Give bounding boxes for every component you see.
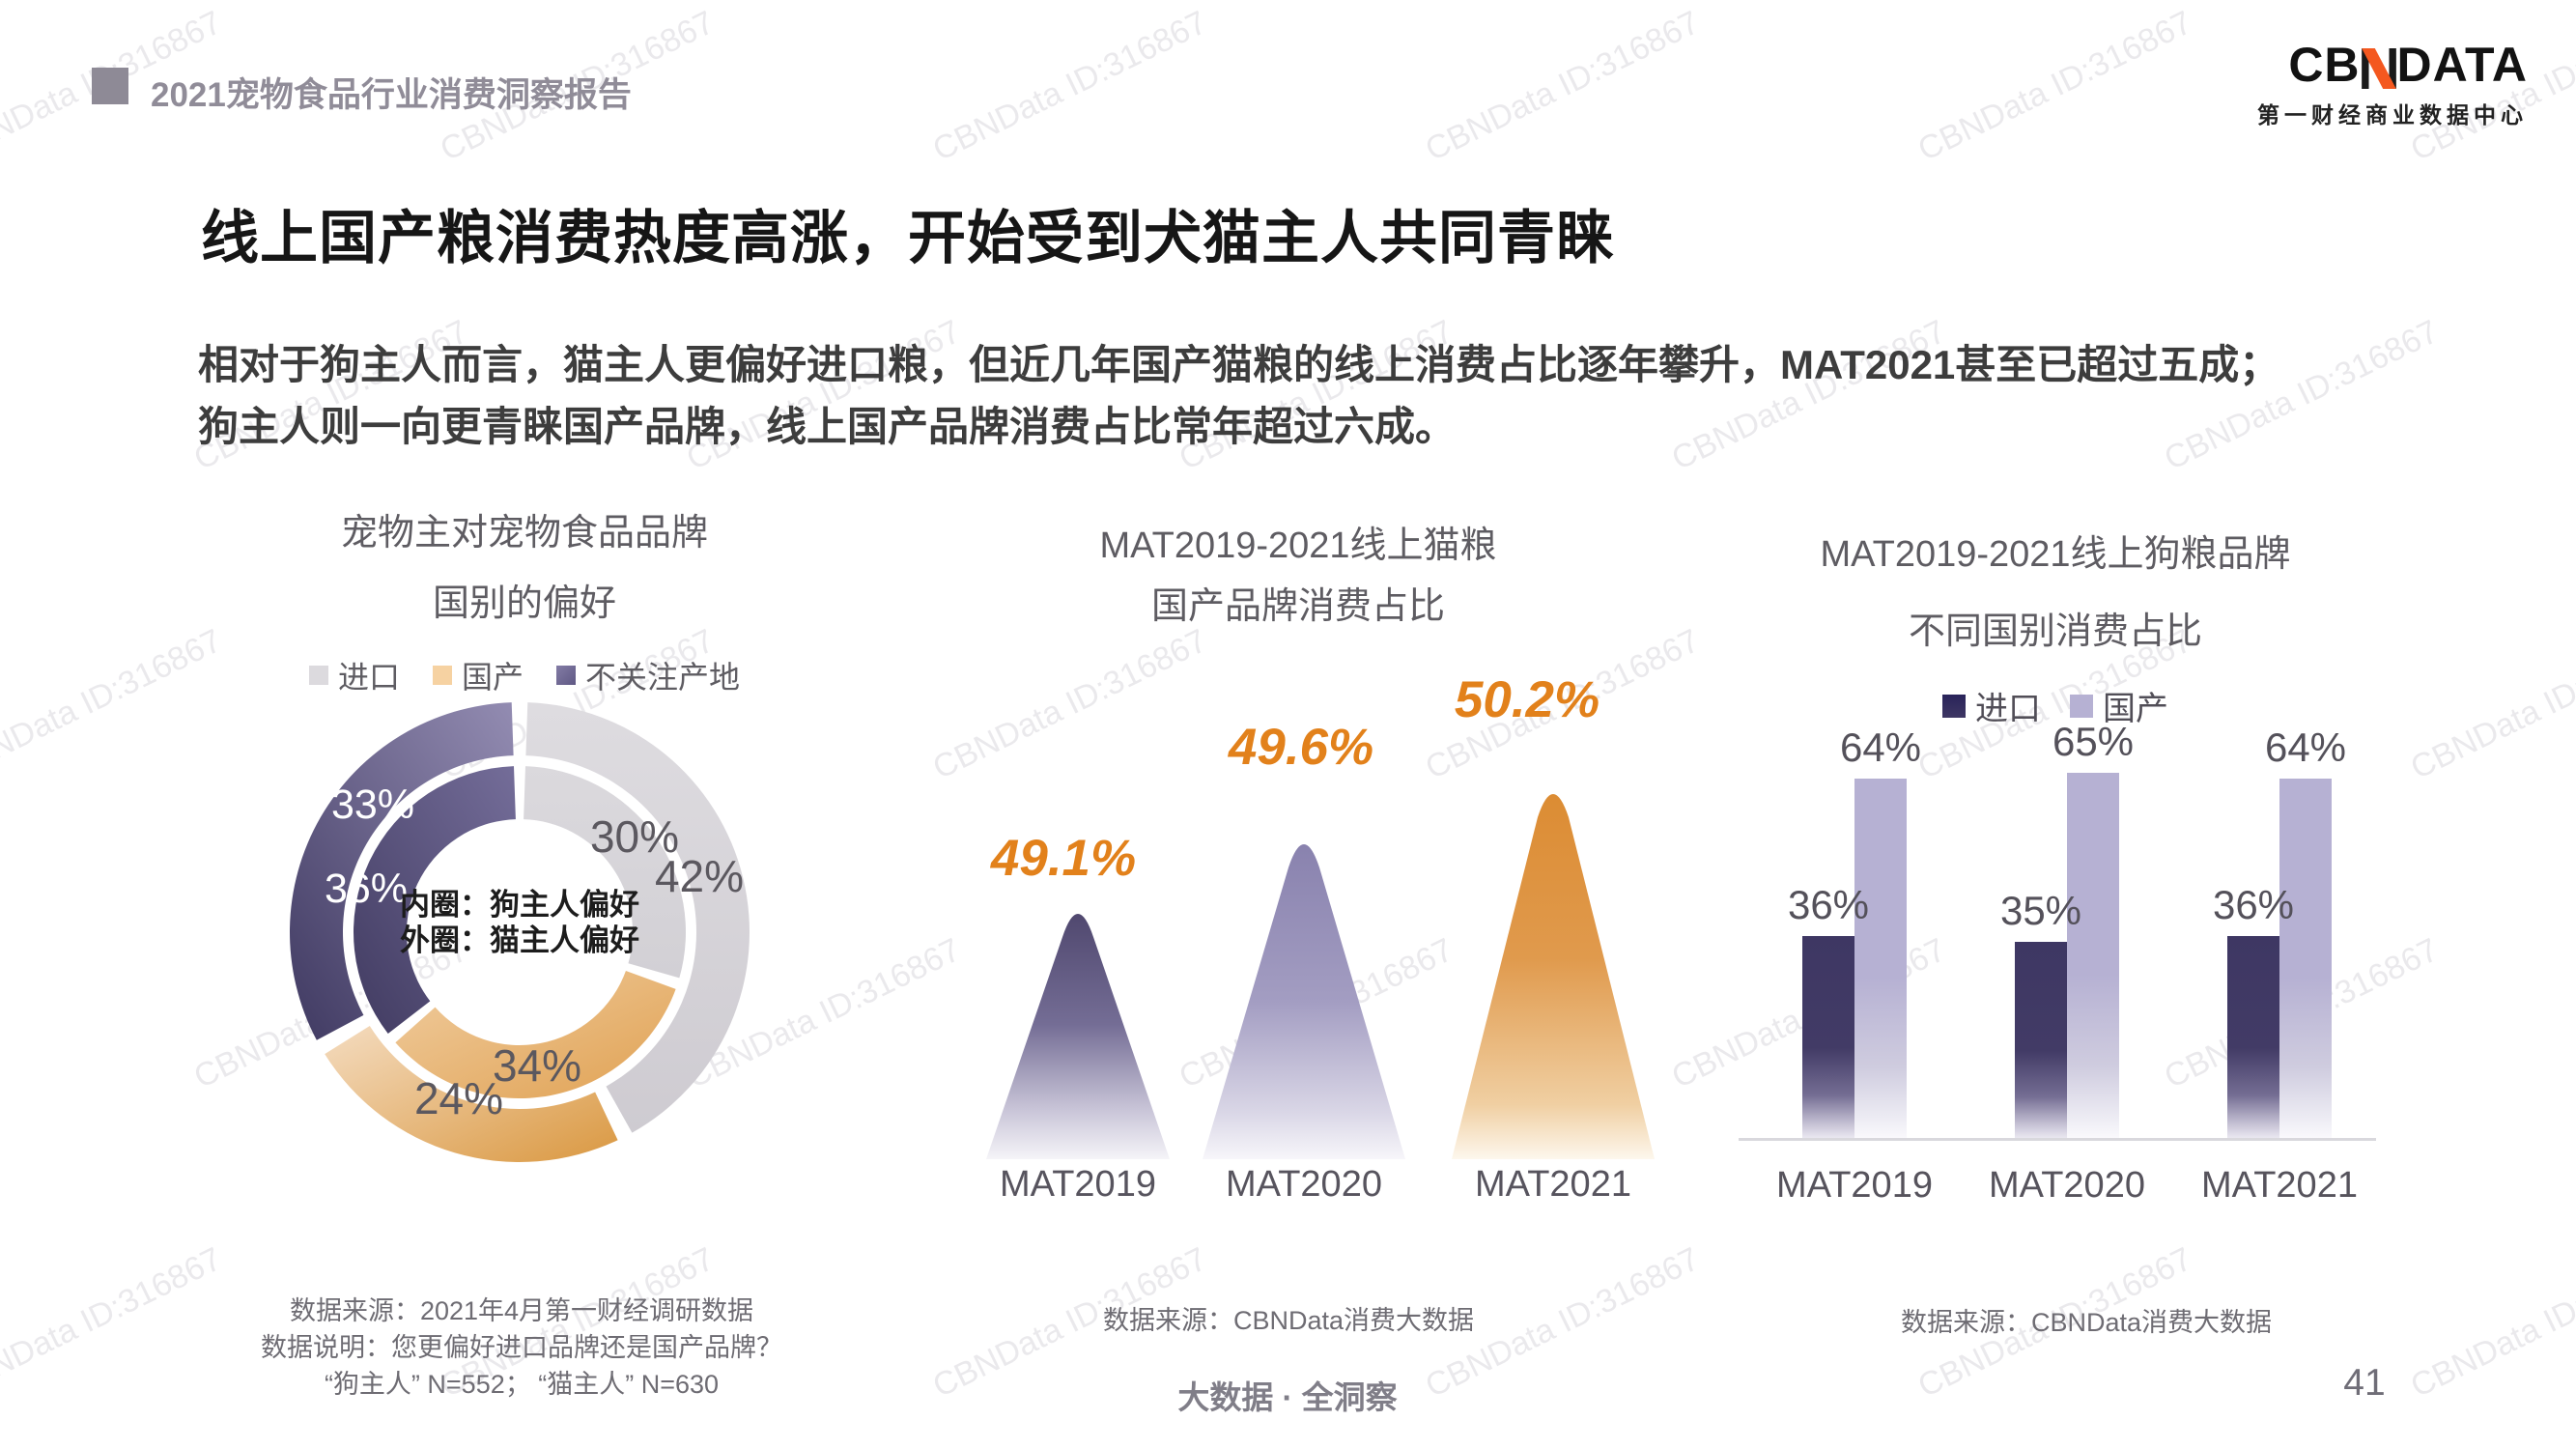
peak-shape-MAT2019: [986, 914, 1170, 1159]
peaks-chart-title-line2: 国产品牌消费占比: [1150, 586, 1445, 627]
bar-value-import: 36%: [1787, 882, 1870, 927]
legend-item-domestic: 国产: [2070, 682, 2168, 729]
peak-value-mat2021: 50.2%: [1454, 671, 1600, 728]
donut-segment-inner-国产: [395, 971, 676, 1098]
bar-import-MAT2020: [2015, 942, 2067, 1140]
bar-domestic-MAT2019: [1854, 779, 1907, 1140]
watermark-text: CBNData ID:316867: [2405, 622, 2576, 787]
bar-value-import: 36%: [2212, 882, 2295, 927]
legend-label-no-preference: 不关注产地: [585, 660, 741, 695]
bars-chart-title-line1: MAT2019-2021线上狗粮品牌: [1820, 534, 2291, 575]
watermark-text: CBNData ID:316867: [1912, 4, 2198, 169]
donut-percent-label: 24%: [414, 1073, 503, 1123]
donut-chart-title-line2: 国别的偏好: [432, 583, 616, 624]
logo-subtitle: 第一财经商业数据中心: [2257, 102, 2528, 128]
donut-segment-inner-进口: [524, 766, 686, 979]
bar-value-import: 35%: [1999, 888, 2082, 933]
legend-item-import: 进口: [1942, 682, 2041, 729]
page-number: 41: [2343, 1362, 2386, 1404]
legend-swatch-import: [308, 666, 328, 685]
bar-import-MAT2021: [2227, 936, 2279, 1140]
bars-legend: 进口 国产: [1785, 682, 2326, 729]
legend-item-domestic: 国产: [432, 653, 524, 697]
legend-label-domestic: 国产: [2103, 691, 2168, 727]
legend-label-domestic: 国产: [461, 660, 524, 695]
peaks-chart-source: 数据来源：CBNData消费大数据: [1102, 1306, 1475, 1335]
donut-legend: 进口 国产 不关注产地: [235, 653, 814, 697]
legend-swatch-domestic: [432, 666, 452, 685]
bars-baseline: [1739, 1138, 2376, 1141]
bar-import-MAT2019: [1802, 936, 1854, 1140]
peaks-chart: MAT2019 MAT2020 MAT2021: [947, 667, 1700, 1208]
legend-swatch-import: [1942, 694, 1966, 718]
peak-value-mat2020: 49.6%: [1228, 719, 1374, 776]
peaks-chart-title-line1: MAT2019-2021线上猫粮: [1099, 526, 1497, 566]
peak-value-mat2019: 49.1%: [990, 830, 1137, 887]
cbndata-logo-wordmark: CB DATA: [2257, 41, 2528, 89]
source-line: 数据说明：您更偏好进口品牌还是国产品牌？: [261, 1333, 782, 1362]
logo-text-data: DATA: [2396, 38, 2528, 92]
donut-chart-svg: 33% 36% 30%42% 34%24%: [289, 702, 750, 1162]
source-line: 数据来源：2021年4月第一财经调研数据: [289, 1296, 754, 1325]
watermark-text: CBNData ID:316867: [1420, 4, 1706, 169]
source-line: “狗主人” N=552； “猫主人” N=630: [324, 1370, 720, 1399]
peak-shape-MAT2021: [1452, 794, 1655, 1159]
donut-percent-label: 36%: [325, 866, 408, 912]
donut-center-note-line: 内圈：狗主人偏好: [400, 888, 639, 922]
watermark-text: CBNData ID:316867: [0, 622, 228, 787]
donut-center-note: 内圈：狗主人偏好 外圈：猫主人偏好: [375, 887, 665, 958]
legend-label-import: 进口: [337, 660, 400, 695]
bars-chart-source: 数据来源：CBNData消费大数据: [1900, 1308, 2273, 1337]
bars-chart: [1768, 724, 2386, 1140]
legend-item-no-preference: 不关注产地: [556, 653, 740, 697]
bar-domestic-MAT2020: [2067, 773, 2119, 1140]
donut-segment-outer-不关注产地: [289, 702, 514, 1040]
donut-center-note-line: 外圈：猫主人偏好: [400, 923, 639, 957]
cbndata-logo: CB DATA 第一财经商业数据中心: [2257, 41, 2528, 129]
bar-category-label: MAT2019: [1776, 1165, 1933, 1206]
legend-item-import: 进口: [308, 653, 400, 697]
bar-category-label: MAT2021: [2201, 1165, 2358, 1206]
logo-text-cb: CB: [2288, 38, 2361, 92]
bar-domestic-MAT2021: [2279, 779, 2332, 1140]
legend-swatch-no-preference: [556, 666, 576, 685]
bar-value-domestic: 64%: [1839, 724, 1922, 770]
donut-segment-inner-不关注产地: [354, 766, 516, 1034]
slide-body-line: 狗主人则一向更青睐国产品牌，线上国产品牌消费占比常年超过六成。: [198, 404, 1457, 449]
slide-body: 相对于狗主人而言，猫主人更偏好进口粮，但近几年国产猫粮的线上消费占比逐年攀升，M…: [198, 334, 2439, 458]
bar-value-domestic: 64%: [2264, 724, 2347, 770]
donut-chart-title-line1: 宠物主对宠物食品品牌: [340, 513, 708, 554]
legend-swatch-domestic: [2070, 694, 2093, 718]
bar-value-domestic: 65%: [2052, 719, 2135, 764]
watermark-text: CBNData ID:316867: [2405, 1240, 2576, 1406]
donut-percent-label: 30%: [590, 811, 679, 862]
footer-tagline: 大数据 · 全洞察: [1177, 1379, 1398, 1415]
watermark-text: CBNData ID:316867: [927, 4, 1213, 169]
donut-percent-label: 33%: [331, 781, 414, 828]
legend-label-import: 进口: [1975, 691, 2041, 727]
donut-segment-outer-国产: [325, 1025, 618, 1162]
bars-chart-title-line2: 不同国别消费占比: [1908, 611, 2202, 652]
donut-chart: 33% 36% 30% 42% 34% 24%: [289, 702, 753, 1166]
report-header-title: 2021宠物食品行业消费洞察报告: [151, 76, 632, 114]
header-bullet-square: [92, 68, 128, 104]
peak-category-label: MAT2021: [1475, 1164, 1631, 1205]
peak-category-label: MAT2019: [1000, 1164, 1156, 1205]
donut-percent-label: 34%: [493, 1040, 581, 1091]
slide-body-line: 相对于狗主人而言，猫主人更偏好进口粮，但近几年国产猫粮的线上消费占比逐年攀升，M…: [198, 342, 2280, 387]
peak-shape-MAT2020: [1203, 844, 1405, 1159]
watermark-text: CBNData ID:316867: [0, 1240, 228, 1406]
peaks-chart-svg: MAT2019 MAT2020 MAT2021: [986, 794, 1655, 1205]
logo-n-icon: [2361, 48, 2396, 89]
donut-segment-outer-进口: [525, 702, 750, 1133]
donut-percent-label: 42%: [655, 851, 744, 901]
slide-title: 线上国产粮消费热度高涨，开始受到犬猫主人共同青睐: [201, 206, 1615, 270]
donut-chart-source: 数据来源：2021年4月第一财经调研数据 数据说明：您更偏好进口品牌还是国产品牌…: [208, 1293, 835, 1403]
peak-category-label: MAT2020: [1226, 1164, 1382, 1205]
bar-category-label: MAT2020: [1989, 1165, 2145, 1206]
